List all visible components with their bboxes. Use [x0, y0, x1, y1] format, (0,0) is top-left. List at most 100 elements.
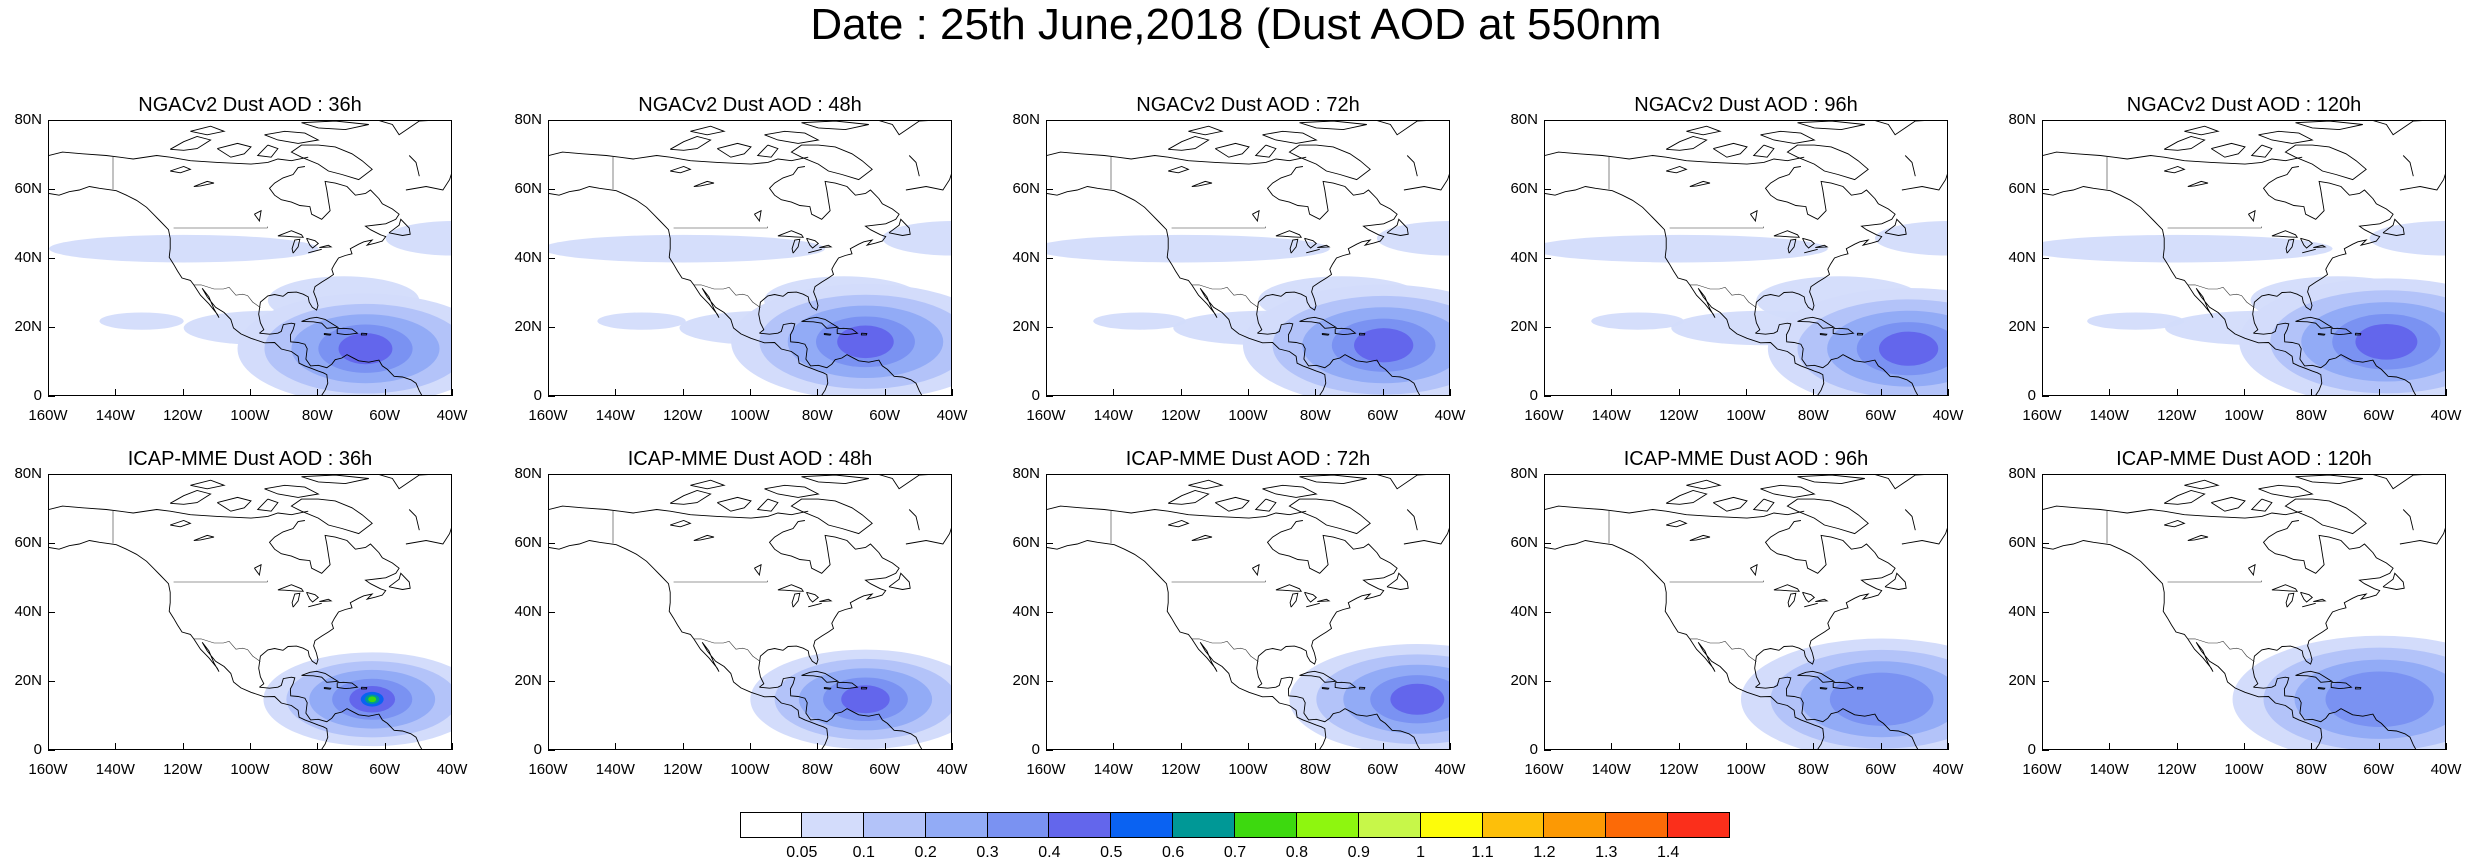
map-plot-area: [1544, 120, 1948, 396]
lat-tick-label: 20N: [1012, 318, 1040, 335]
lat-tick-mark: [48, 327, 55, 328]
lat-tick-mark: [48, 120, 55, 121]
lon-tick-mark: [2378, 389, 2380, 396]
lon-tick-label: 120W: [1161, 761, 1201, 778]
lon-tick-mark: [317, 743, 319, 750]
lat-tick-mark: [1046, 396, 1053, 397]
lon-tick-mark: [2244, 743, 2245, 750]
lat-tick-mark: [48, 396, 55, 397]
lon-tick-mark: [952, 389, 953, 396]
lat-tick-label: 20N: [14, 672, 42, 689]
lat-tick-mark: [548, 327, 555, 328]
dust-aod-field: [549, 221, 951, 395]
lon-tick-mark: [1382, 389, 1384, 396]
colorbar-segment: [1420, 812, 1483, 838]
colorbar-level-label: 0.7: [1223, 844, 1247, 861]
lat-tick-mark: [548, 189, 555, 190]
lon-tick-mark: [615, 743, 617, 750]
lon-tick-label: 140W: [1591, 407, 1631, 424]
lat-tick-label: 80N: [1012, 465, 1040, 482]
lon-tick-label: 160W: [1026, 407, 1066, 424]
lon-tick-label: 100W: [730, 407, 770, 424]
lon-tick-mark: [548, 389, 549, 396]
country-borders: [2106, 156, 2263, 308]
lat-tick-label: 0: [1031, 387, 1040, 404]
lon-tick-mark: [884, 743, 886, 750]
panel-title: NGACv2 Dust AOD : 36h: [138, 94, 362, 116]
lat-tick-mark: [2042, 543, 2049, 544]
colorbar-level-label: 1.1: [1471, 844, 1494, 861]
lon-tick-mark: [2446, 389, 2447, 396]
lon-tick-label: 80W: [2295, 761, 2327, 778]
lon-tick-label: 140W: [595, 407, 635, 424]
lat-tick-mark: [48, 543, 55, 544]
colorbar-segment: [1111, 812, 1174, 838]
panel-title: ICAP-MME Dust AOD : 48h: [627, 448, 873, 470]
lon-tick-mark: [1678, 389, 1680, 396]
dust-aod-field: [2043, 221, 2445, 395]
lon-tick-label: 100W: [1228, 761, 1268, 778]
map-panel: NGACv2 Dust AOD : 120h 80N 60N 40N 20N 0 160W 1…: [1994, 92, 2472, 462]
lon-tick-label: 160W: [1524, 761, 1564, 778]
lon-tick-mark: [1046, 743, 1047, 750]
lon-tick-label: 60W: [2363, 761, 2395, 778]
map-panel: ICAP-MME Dust AOD : 36h 80N 60N 40N 20N 0 160W…: [0, 446, 500, 816]
colorbar-level-label: 0.1: [852, 844, 875, 861]
lon-tick-mark: [384, 389, 386, 396]
coastlines: [549, 475, 951, 749]
lon-tick-mark: [1315, 389, 1317, 396]
dust-aod-field: [2232, 635, 2445, 749]
lon-tick-label: 100W: [1726, 407, 1766, 424]
lat-tick-label: 40N: [514, 249, 542, 266]
lat-tick-label: 60N: [14, 180, 42, 197]
lat-tick-label: 40N: [1012, 249, 1040, 266]
dust-aod-field: [750, 649, 951, 749]
lat-tick-mark: [1046, 474, 1053, 475]
lat-tick-mark: [48, 612, 55, 613]
panel-title: ICAP-MME Dust AOD : 36h: [127, 448, 373, 470]
colorbar-level-label: 0.6: [1162, 844, 1185, 861]
lon-tick-label: 80W: [801, 407, 833, 424]
lat-tick-label: 60N: [1510, 180, 1538, 197]
lat-tick-label: 0: [33, 741, 42, 758]
colorbar-level-label: 0.3: [976, 844, 999, 861]
country-borders: [2106, 510, 2263, 662]
colorbar-segment: [1668, 812, 1730, 838]
lon-tick-label: 160W: [1026, 761, 1066, 778]
colorbar-level-label: 0.05: [786, 844, 818, 861]
lat-tick-label: 80N: [2008, 465, 2036, 482]
lon-tick-label: 120W: [663, 407, 703, 424]
colorbar-segment: [1173, 812, 1235, 838]
lon-tick-label: 120W: [163, 761, 203, 778]
lon-tick-mark: [548, 743, 549, 750]
colorbar-level-label: 1.4: [1657, 844, 1680, 861]
lon-tick-label: 160W: [528, 761, 568, 778]
colorbar-segment: [801, 812, 864, 838]
lon-tick-label: 120W: [1659, 407, 1699, 424]
lon-tick-label: 120W: [1659, 761, 1699, 778]
coastlines: [1545, 121, 1947, 395]
lon-tick-label: 60W: [369, 761, 401, 778]
lat-tick-label: 40N: [14, 249, 42, 266]
lat-tick-label: 60N: [514, 180, 542, 197]
lat-tick-mark: [1046, 681, 1053, 682]
map-panel: ICAP-MME Dust AOD : 96h 80N 60N 40N 20N 0 160W…: [1496, 446, 1996, 816]
lat-tick-label: 80N: [514, 465, 542, 482]
lat-tick-mark: [2042, 612, 2049, 613]
lat-tick-label: 60N: [2008, 180, 2036, 197]
lon-tick-label: 100W: [1228, 407, 1268, 424]
dust-aod-field: [1289, 644, 1449, 749]
lon-tick-label: 140W: [1093, 407, 1133, 424]
lon-tick-mark: [115, 389, 117, 396]
lon-tick-label: 160W: [1524, 407, 1564, 424]
lon-tick-label: 80W: [301, 407, 333, 424]
lon-tick-mark: [1746, 743, 1747, 750]
lat-tick-mark: [548, 258, 555, 259]
colorbar-segment: [1358, 812, 1421, 838]
lon-tick-mark: [1315, 743, 1317, 750]
lon-tick-label: 60W: [1367, 407, 1399, 424]
lon-tick-label: 60W: [869, 761, 901, 778]
lat-tick-label: 20N: [2008, 672, 2036, 689]
lon-tick-mark: [1880, 743, 1882, 750]
lon-tick-label: 100W: [230, 407, 270, 424]
